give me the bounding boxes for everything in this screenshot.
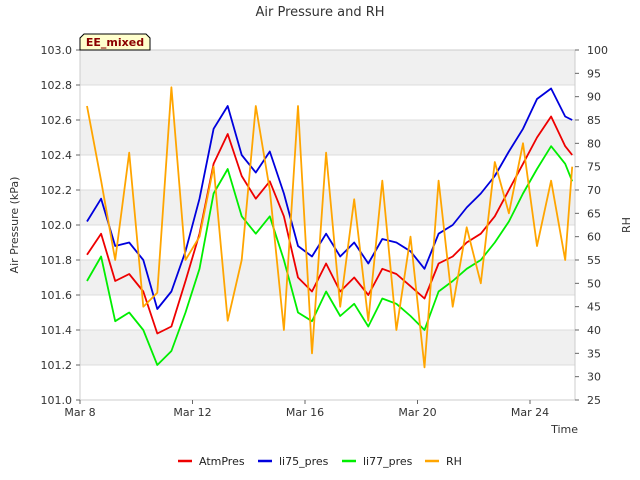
y-axis-label: Air Pressure (kPa) bbox=[8, 177, 21, 274]
x-tick-label: Mar 24 bbox=[511, 406, 549, 419]
plot-series bbox=[86, 86, 574, 369]
legend-item: li77_pres bbox=[342, 455, 413, 468]
chart-title: Air Pressure and RH bbox=[255, 5, 384, 20]
y-tick-label: 101.4 bbox=[41, 324, 73, 337]
background-band bbox=[80, 190, 575, 225]
legend-label: RH bbox=[446, 455, 462, 468]
background-band bbox=[80, 120, 575, 155]
legend-label: li77_pres bbox=[363, 455, 413, 468]
y-axis-left: 101.0 101.2 101.4 101.6 101.8 102.0 102.2 102.4… bbox=[41, 44, 80, 407]
x-axis: Mar 8 Mar 12 Mar 16 Mar 20 Mar 24 bbox=[64, 400, 549, 419]
y2-tick-label: 75 bbox=[587, 161, 601, 174]
y-tick-label: 103.0 bbox=[41, 44, 73, 57]
series-line-atmpres bbox=[86, 115, 573, 335]
y2-tick-label: 40 bbox=[587, 324, 601, 337]
y-tick-label: 102.0 bbox=[41, 219, 73, 232]
x-tick-label: Mar 12 bbox=[173, 406, 211, 419]
legend: AtmPres li75_pres li77_pres RH bbox=[178, 455, 462, 468]
y2-tick-label: 35 bbox=[587, 347, 601, 360]
y-tick-label: 101.8 bbox=[41, 254, 73, 267]
annotation-badge: EE_mixed bbox=[79, 33, 151, 51]
y2-tick-label: 45 bbox=[587, 301, 601, 314]
y2-tick-label: 90 bbox=[587, 91, 601, 104]
plot-background bbox=[80, 50, 575, 365]
y2-tick-label: 70 bbox=[587, 184, 601, 197]
series-line-li77-pres bbox=[86, 145, 574, 366]
y2-tick-label: 50 bbox=[587, 277, 601, 290]
legend-item: RH bbox=[425, 455, 462, 468]
series-line-rh bbox=[86, 86, 574, 369]
background-band bbox=[80, 50, 575, 85]
y2-tick-label: 85 bbox=[587, 114, 601, 127]
y2-tick-label: 65 bbox=[587, 207, 601, 220]
y2-tick-label: 60 bbox=[587, 231, 601, 244]
annotation-text: EE_mixed bbox=[86, 36, 144, 49]
x-tick-label: Mar 8 bbox=[64, 406, 95, 419]
x-axis-label: Time bbox=[550, 423, 578, 436]
y-tick-label: 102.2 bbox=[41, 184, 73, 197]
legend-item: AtmPres bbox=[178, 455, 245, 468]
y2-axis-label: RH bbox=[620, 217, 633, 233]
y-tick-label: 102.4 bbox=[41, 149, 73, 162]
y2-tick-label: 25 bbox=[587, 394, 601, 407]
legend-item: li75_pres bbox=[258, 455, 329, 468]
x-tick-label: Mar 20 bbox=[398, 406, 436, 419]
y-tick-label: 101.0 bbox=[41, 394, 73, 407]
legend-label: AtmPres bbox=[199, 455, 245, 468]
y2-tick-label: 55 bbox=[587, 254, 601, 267]
y2-tick-label: 30 bbox=[587, 371, 601, 384]
y2-tick-label: 100 bbox=[587, 44, 608, 57]
y-tick-label: 101.2 bbox=[41, 359, 73, 372]
y2-tick-label: 80 bbox=[587, 137, 601, 150]
y-tick-label: 102.8 bbox=[41, 79, 73, 92]
y2-tick-label: 95 bbox=[587, 67, 601, 80]
x-tick-label: Mar 16 bbox=[286, 406, 324, 419]
legend-label: li75_pres bbox=[279, 455, 329, 468]
y-axis-right: 25 30 35 40 45 50 55 60 65 70 75 80 85 90 95 100 bbox=[575, 44, 608, 407]
y-tick-label: 102.6 bbox=[41, 114, 73, 127]
y-tick-label: 101.6 bbox=[41, 289, 73, 302]
